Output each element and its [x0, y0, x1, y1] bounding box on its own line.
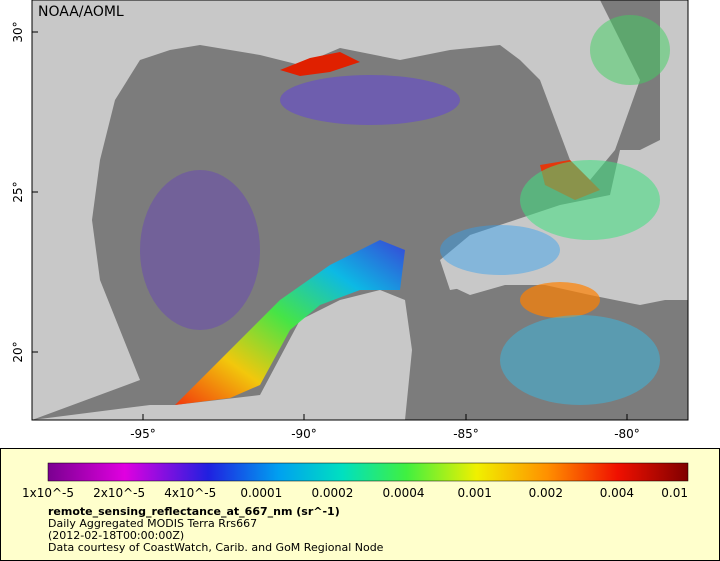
legend-description: Daily Aggregated MODIS Terra Rrs667	[48, 517, 257, 530]
colorbar-label: 4x10^-5	[164, 486, 216, 500]
data-patch	[280, 75, 460, 125]
colorbar-label: 0.002	[529, 486, 563, 500]
lon-tick-label: -95°	[130, 427, 156, 441]
data-patch	[520, 282, 600, 318]
colorbar-label: 0.004	[600, 486, 634, 500]
legend-credit: Data courtesy of CoastWatch, Carib. and …	[48, 541, 384, 554]
data-patch	[590, 15, 670, 85]
data-patch	[500, 315, 660, 405]
colorbar-label: 0.0004	[383, 486, 425, 500]
map-title: NOAA/AOML	[38, 4, 124, 20]
data-patch	[520, 160, 660, 240]
shelf-louisiana	[280, 52, 360, 76]
lat-tick-label: 25°	[11, 181, 25, 202]
map-frame	[31, 0, 689, 421]
lat-tick-label: 20°	[11, 341, 25, 362]
legend-time: (2012-02-18T00:00:00Z)	[48, 529, 184, 542]
shelf-yucatan	[175, 240, 405, 405]
colorbar-label: 0.01	[661, 486, 688, 500]
lon-tick-label: -85°	[453, 427, 479, 441]
data-patch	[140, 170, 260, 330]
colorbar-label: 0.0002	[311, 486, 353, 500]
colorbar-label: 2x10^-5	[93, 486, 145, 500]
ocean	[32, 0, 688, 420]
lat-tick-label: 30°	[11, 21, 25, 42]
colorbar-label: 1x10^-5	[22, 486, 74, 500]
map-area	[32, 0, 688, 420]
colorbar-label: 0.001	[457, 486, 491, 500]
colorbar-label: 0.0001	[240, 486, 282, 500]
lon-tick-label: -80°	[614, 427, 640, 441]
colorbar	[47, 462, 689, 482]
lon-tick-label: -90°	[291, 427, 317, 441]
data-patch	[440, 225, 560, 275]
legend-variable: remote_sensing_reflectance_at_667_nm (sr…	[48, 505, 340, 518]
